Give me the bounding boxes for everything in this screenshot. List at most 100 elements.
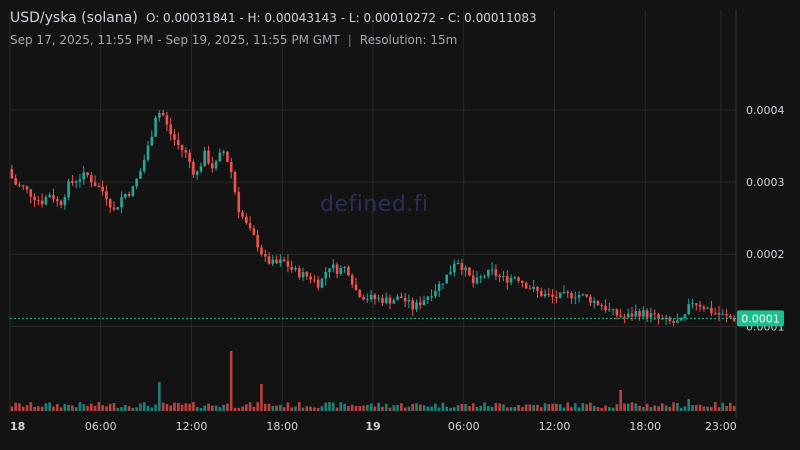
volume-bar: [222, 404, 225, 411]
candle-body: [271, 259, 275, 264]
candle-body: [108, 199, 112, 208]
volume-bar: [207, 403, 210, 411]
volume-bar: [517, 405, 520, 411]
volume-bar: [25, 405, 29, 411]
volume-bar: [214, 405, 218, 411]
volume-bar: [142, 402, 146, 411]
candle-body: [21, 185, 25, 187]
candle-body: [596, 300, 600, 306]
candle-body: [657, 314, 660, 319]
candle-body: [180, 145, 184, 151]
candle-body: [676, 320, 679, 323]
volume-bar: [562, 407, 566, 411]
volume-bar: [59, 407, 63, 411]
volume-bar: [694, 405, 698, 411]
volume-bar: [710, 406, 713, 411]
candle-body: [381, 298, 384, 303]
volume-bar: [536, 404, 539, 411]
candle-body: [694, 303, 698, 305]
volume-bar: [252, 406, 256, 411]
candle-body: [199, 166, 203, 172]
candle-body: [619, 315, 622, 317]
volume-bar: [260, 384, 263, 411]
candle-body: [611, 309, 615, 311]
candle-body: [120, 197, 123, 208]
volume-bar: [551, 403, 554, 411]
candle-body: [305, 272, 309, 277]
volume-bar: [426, 406, 430, 411]
volume-bar: [460, 403, 464, 411]
volume-bar: [131, 407, 135, 411]
volume-bar: [279, 404, 282, 411]
symbol-title: USD/yska (solana): [10, 10, 138, 26]
candle-body: [233, 171, 237, 193]
candle-body: [551, 294, 554, 297]
candle-body: [373, 294, 377, 299]
watermark-logo: defined.fi: [320, 192, 429, 217]
candle-body: [188, 152, 191, 162]
candle-body: [59, 201, 63, 205]
volume-bar: [320, 406, 324, 411]
candle-body: [437, 283, 441, 291]
volume-bar: [161, 402, 165, 411]
candle-body: [37, 200, 40, 202]
candle-body: [411, 300, 415, 310]
volume-bar: [48, 402, 52, 411]
volume-bar: [210, 405, 214, 411]
volume-bar: [449, 407, 452, 411]
candle-body: [592, 300, 596, 303]
volume-bar: [430, 406, 433, 411]
volume-bar: [555, 403, 558, 411]
candle-body: [335, 264, 339, 274]
volume-bar: [653, 405, 657, 411]
volume-bar: [479, 405, 483, 411]
time-tick-label: 19: [365, 420, 380, 433]
candle-body: [316, 279, 320, 288]
volume-bar: [558, 404, 562, 411]
time-axis[interactable]: 18 06:00 12:00 18:00 19 06:00 12:00 18:00 23:00: [10, 420, 737, 433]
candle-body: [687, 304, 691, 315]
volume-bar: [630, 402, 634, 411]
volume-bar: [195, 406, 199, 411]
volume-bar: [657, 406, 660, 411]
volume-bar: [135, 407, 138, 411]
candle-body: [324, 272, 328, 279]
candle-body: [729, 315, 732, 318]
candle-body: [441, 283, 445, 285]
volume-bar: [502, 404, 505, 411]
candle-body: [672, 321, 675, 323]
volume-bars: [10, 351, 736, 411]
volume-bar: [358, 406, 362, 411]
candle-body: [369, 294, 373, 300]
candle-body: [464, 267, 467, 271]
candle-body: [245, 216, 248, 224]
candle-body: [422, 300, 426, 306]
candle-body: [195, 171, 199, 175]
volume-bar: [611, 407, 615, 411]
volume-bar: [581, 403, 585, 411]
volume-bar: [158, 382, 161, 411]
candle-body: [691, 303, 694, 305]
volume-bar: [74, 407, 78, 411]
candle-body: [18, 184, 21, 186]
candle-body: [396, 296, 399, 301]
volume-bar: [21, 406, 25, 411]
candle-body: [400, 296, 403, 298]
volume-bar: [139, 403, 142, 411]
volume-bar: [108, 403, 112, 411]
volume-bar: [188, 403, 191, 411]
candle-body: [131, 186, 135, 196]
volume-bar: [683, 406, 687, 411]
volume-bar: [373, 406, 377, 411]
volume-bar: [589, 402, 592, 411]
volume-bar: [573, 403, 577, 411]
volume-bar: [10, 406, 14, 411]
candle-body: [124, 194, 127, 198]
volume-bar: [660, 403, 664, 411]
volume-bar: [396, 405, 399, 411]
candle-body: [226, 151, 229, 162]
volume-bar: [71, 405, 74, 411]
candle-body: [252, 228, 256, 235]
